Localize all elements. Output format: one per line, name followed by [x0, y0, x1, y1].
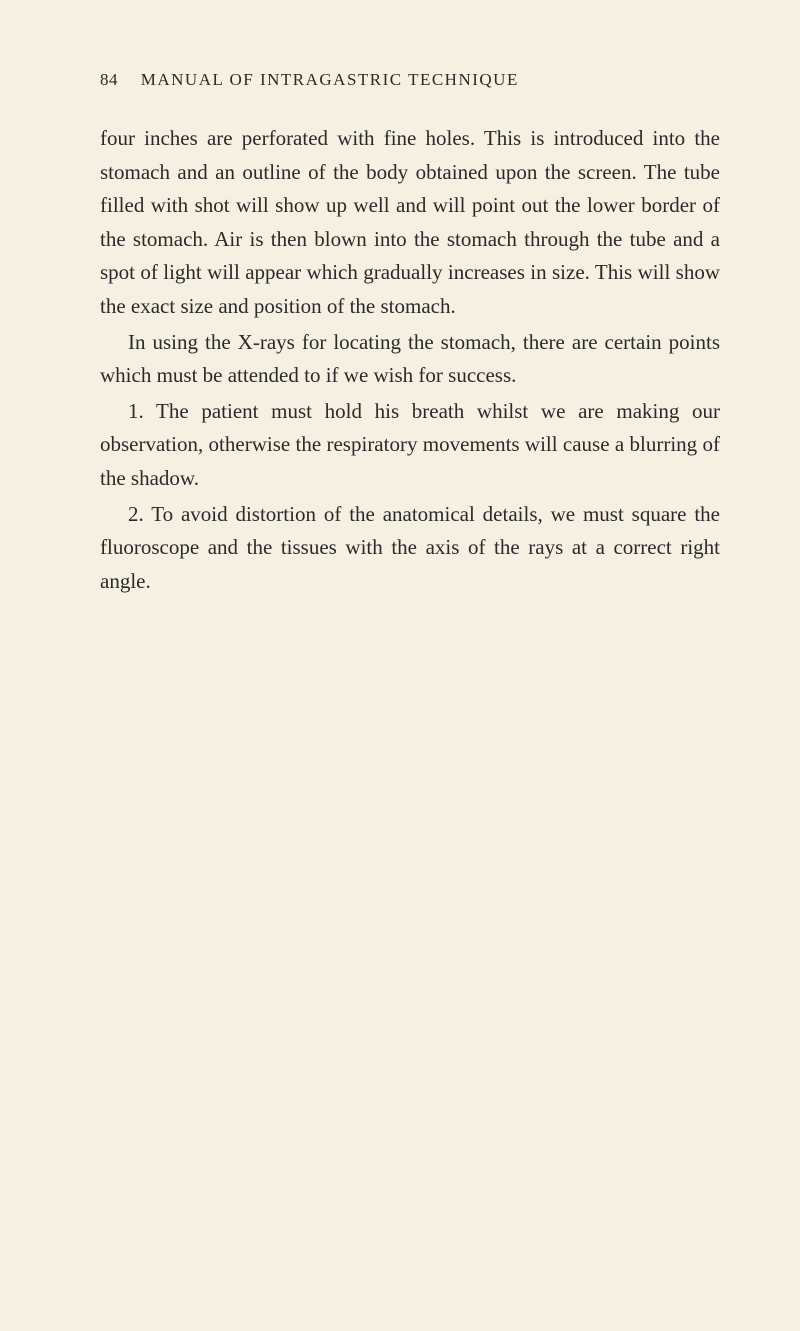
paragraph-2: In using the X-rays for locating the sto…: [100, 326, 720, 393]
paragraph-4: 2. To avoid distortion of the anatomical…: [100, 498, 720, 599]
paragraph-3: 1. The patient must hold his breath whil…: [100, 395, 720, 496]
body-text: four inches are perforated with fine hol…: [100, 122, 720, 598]
paragraph-1: four inches are perforated with fine hol…: [100, 122, 720, 324]
page-number: 84: [100, 70, 118, 89]
header-title: MANUAL OF INTRAGASTRIC TECHNIQUE: [141, 70, 519, 89]
page-header: 84 MANUAL OF INTRAGASTRIC TECHNIQUE: [100, 70, 720, 90]
page-container: 84 MANUAL OF INTRAGASTRIC TECHNIQUE four…: [0, 0, 800, 650]
